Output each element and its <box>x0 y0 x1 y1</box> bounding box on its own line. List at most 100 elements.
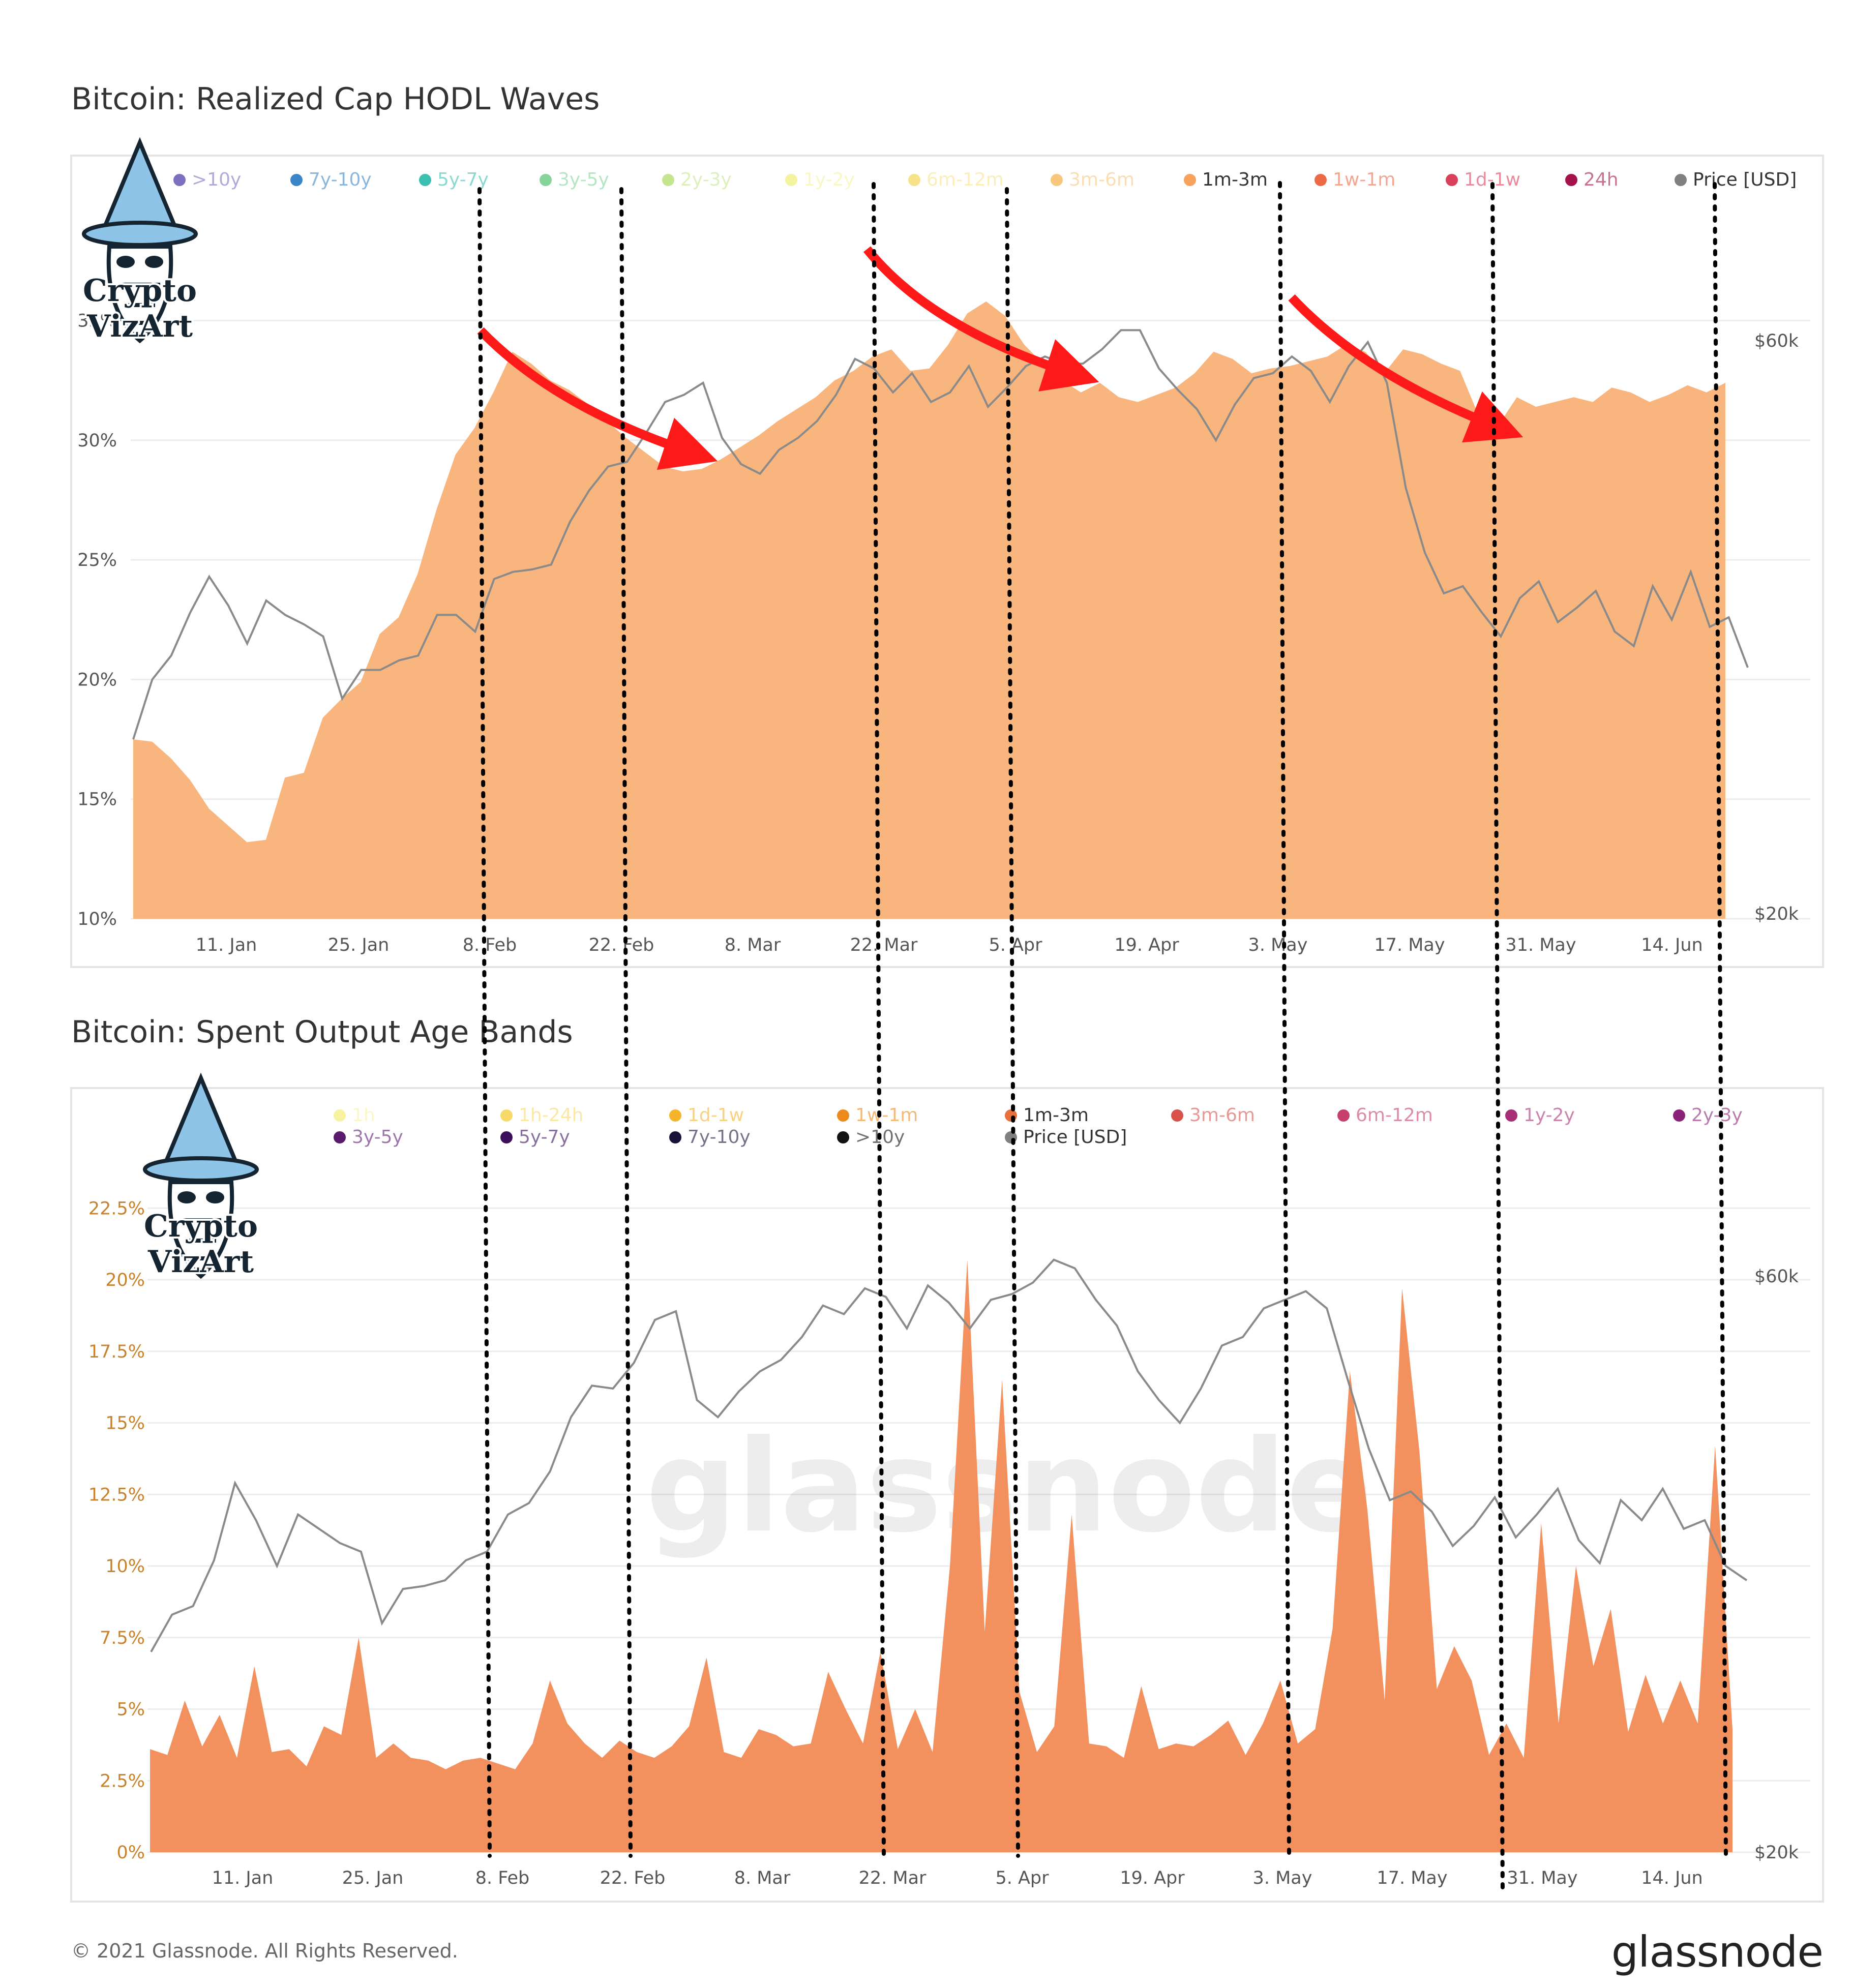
x-tick-label: 8. Mar <box>734 1868 791 1888</box>
crypto-vizart-logo: Crypto VizArt <box>81 137 199 346</box>
legend-swatch <box>1446 174 1458 186</box>
y-tick-label: 25% <box>77 550 117 570</box>
chart2-title: Bitcoin: Spent Output Age Bands <box>71 1014 573 1050</box>
legend-item[interactable]: 6m-12m <box>908 169 1004 190</box>
red-arrow-2 <box>863 246 1099 391</box>
y-tick-label: 35% <box>77 311 117 332</box>
legend-label: 3y-5y <box>352 1127 403 1148</box>
logo-text-line1: Crypto <box>144 1209 258 1244</box>
legend-swatch <box>334 1109 346 1122</box>
legend-swatch <box>1051 174 1063 186</box>
chart2-series <box>150 1258 1748 1852</box>
legend-item[interactable]: 1d-1w <box>669 1105 744 1126</box>
logo-text-line2: VizArt <box>86 309 193 344</box>
logo-text-line1: Crypto <box>83 273 197 309</box>
legend-swatch <box>837 1131 849 1143</box>
legend-item[interactable]: 3m-6m <box>1051 169 1134 190</box>
y-tick-label: 20% <box>105 1270 145 1290</box>
crypto-vizart-logo-2: Crypto VizArt <box>142 1072 260 1282</box>
legend-label: 1h-24h <box>519 1105 583 1126</box>
y-tick-label: 5% <box>116 1700 145 1720</box>
x-tick-label: 22. Feb <box>600 1868 666 1888</box>
y-tick-label: 7.5% <box>100 1628 145 1648</box>
dotted-guide-line <box>619 187 633 1858</box>
legend-swatch <box>1005 1109 1017 1122</box>
legend-swatch <box>785 174 797 186</box>
legend-label: 3m-6m <box>1069 169 1134 190</box>
legend-swatch <box>1337 1109 1350 1122</box>
x-tick-label: 5. Apr <box>989 935 1042 955</box>
legend-label: 2y-3y <box>680 169 732 190</box>
legend-item[interactable]: 1w-1m <box>837 1105 918 1126</box>
legend-item[interactable]: Price [USD] <box>1675 169 1797 190</box>
chart2-y-axis: 0% 2.5% 5% 7.5% 10% 12.5% 15% 17.5% 20% 22.5% <box>88 1198 145 1863</box>
legend-label: 3y-5y <box>558 169 609 190</box>
y2-tick-label: $60k <box>1754 331 1799 351</box>
legend-label: 1m-3m <box>1023 1105 1089 1126</box>
legend-item[interactable]: 3m-6m <box>1171 1105 1255 1126</box>
legend-item[interactable]: 6m-12m <box>1337 1105 1433 1126</box>
legend-label: 1w-1m <box>855 1105 918 1126</box>
red-arrow-3 <box>1288 294 1524 443</box>
dotted-guide-lines <box>477 181 1728 1893</box>
x-tick-label: 11. Jan <box>212 1868 274 1888</box>
legend-item[interactable]: 2y-3y <box>1673 1105 1743 1126</box>
legend-swatch <box>290 174 303 186</box>
y-tick-label: 0% <box>116 1843 145 1863</box>
legend-item[interactable]: 3y-5y <box>334 1127 403 1148</box>
legend-item[interactable]: 5y-7y <box>419 169 489 190</box>
legend-label: 5y-7y <box>437 169 489 190</box>
x-tick-label: 5. Apr <box>995 1868 1049 1888</box>
y-tick-label: 10% <box>77 909 117 929</box>
legend-item[interactable]: 7y-10y <box>290 169 372 190</box>
legend-item[interactable]: 1y-2y <box>1505 1105 1575 1126</box>
x-tick-label: 8. Feb <box>463 935 517 955</box>
legend-swatch <box>669 1109 681 1122</box>
y-tick-label: 20% <box>77 670 117 690</box>
legend-item[interactable]: 7y-10y <box>669 1127 751 1148</box>
legend-swatch <box>500 1109 513 1122</box>
x-tick-label: 31. May <box>1507 1868 1577 1888</box>
wizard-beard-icon <box>167 1180 234 1279</box>
legend-swatch <box>1565 174 1577 186</box>
chart1-legend[interactable]: >10y 7y-10y 5y-7y 3y-5y 2y-3y 1y-2y 6m-12m 3m-6… <box>173 169 1797 190</box>
dotted-guide-line <box>1005 187 1020 1858</box>
chart1-series <box>132 301 1749 919</box>
x-tick-label: 8. Mar <box>725 935 781 955</box>
chart2-legend[interactable]: 1h 1h-24h 1d-1w 1w-1m 1m-3m 3m-6m 6m-12m 1y-2y 2… <box>334 1105 1743 1148</box>
y2-tick-label: $20k <box>1754 1843 1799 1863</box>
legend-label: 7y-10y <box>688 1127 751 1148</box>
legend-item[interactable]: 3y-5y <box>540 169 609 190</box>
x-tick-label: 8. Feb <box>475 1868 530 1888</box>
legend-label: Price [USD] <box>1693 169 1797 190</box>
legend-item[interactable]: 2y-3y <box>662 169 732 190</box>
x-tick-label: 3. May <box>1253 1868 1312 1888</box>
x-tick-label: 17. May <box>1377 1868 1447 1888</box>
footer-copyright: © 2021 Glassnode. All Rights Reserved. <box>71 1940 458 1962</box>
legend-item[interactable]: 5y-7y <box>500 1127 570 1148</box>
y-tick-label: 10% <box>105 1556 145 1577</box>
y-tick-label: 30% <box>77 431 117 451</box>
dotted-guide-line <box>1490 182 1505 1893</box>
red-arrow-1 <box>477 327 718 470</box>
legend-item[interactable]: >10y <box>173 169 241 190</box>
legend-item[interactable]: 1d-1w <box>1446 169 1520 190</box>
chart1-y-axis: 10% 15% 20% 25% 30% 35% <box>77 311 117 929</box>
dotted-guide-line <box>1278 181 1291 1858</box>
x-tick-label: 3. May <box>1248 935 1308 955</box>
legend-item[interactable]: 24h <box>1565 169 1619 190</box>
chart1-x-axis: 11. Jan 25. Jan 8. Feb 22. Feb 8. Mar 22. Mar… <box>196 935 1703 955</box>
area-series-1m-3m <box>150 1259 1732 1852</box>
legend-swatch <box>908 174 920 186</box>
legend-swatch <box>334 1131 346 1143</box>
legend-item[interactable]: 1h <box>334 1105 375 1126</box>
legend-label: 6m-12m <box>927 169 1004 190</box>
legend-item[interactable]: 1y-2y <box>785 169 855 190</box>
legend-item[interactable]: 1m-3m <box>1184 169 1268 190</box>
legend-item[interactable]: Price [USD] <box>1005 1127 1127 1148</box>
legend-label: 7y-10y <box>309 169 372 190</box>
legend-item[interactable]: 1h-24h <box>500 1105 583 1126</box>
legend-item[interactable]: 1w-1m <box>1315 169 1395 190</box>
legend-swatch <box>1505 1109 1517 1122</box>
